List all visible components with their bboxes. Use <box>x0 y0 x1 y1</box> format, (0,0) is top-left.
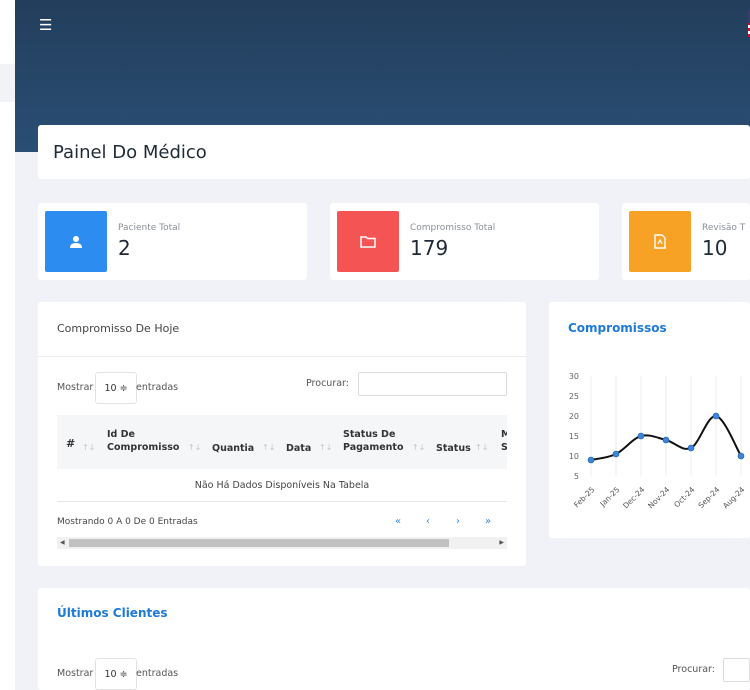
folder-icon <box>337 211 399 272</box>
data-point[interactable] <box>587 456 595 464</box>
data-point[interactable] <box>712 412 720 420</box>
sidebar <box>0 0 15 690</box>
stat-label: Revisão T <box>702 223 746 233</box>
data-point[interactable] <box>612 450 620 458</box>
page-title: Painel Do Médico <box>53 142 207 163</box>
y-tick-label: 30 <box>569 372 579 381</box>
divider <box>38 356 526 357</box>
col-header-status[interactable]: Status <box>436 443 471 454</box>
sort-icon[interactable]: ↑↓ <box>412 443 426 452</box>
line-chart: 5 10 15 20 25 30 Feb-25 Jan-25 Dec-24 Nov-24 Oct-2… <box>569 372 747 511</box>
todays-appointments-card: Compromisso De Hoje Mostrar 10 ≑ entrada… <box>38 302 526 566</box>
col-header-truncated[interactable]: M S <box>501 429 507 453</box>
prev-page-button[interactable]: ‹ <box>426 515 430 527</box>
chart-title: Compromissos <box>568 321 667 335</box>
y-tick-label: 15 <box>569 432 579 441</box>
y-tick-label: 25 <box>569 392 579 401</box>
hamburger-icon[interactable]: ☰ <box>39 16 53 34</box>
length-label-after: entradas <box>136 382 179 393</box>
scrollbar-thumb[interactable] <box>69 539 449 547</box>
length-label-before: Mostrar <box>57 668 94 679</box>
page-length-select[interactable]: 10 ≑ <box>95 658 137 690</box>
search-input[interactable] <box>358 372 507 396</box>
y-tick-label: 20 <box>569 412 579 421</box>
x-tick-label: Nov-24 <box>646 485 671 510</box>
data-point[interactable] <box>737 452 745 460</box>
page-title-card: Painel Do Médico <box>38 125 750 179</box>
data-point[interactable] <box>687 444 695 452</box>
latest-clients-card: Últimos Clientes Mostrar 10 ≑ entradas P… <box>38 588 750 690</box>
stat-label: Paciente Total <box>118 223 181 233</box>
stat-value: 179 <box>410 236 449 260</box>
sort-icon[interactable]: ↑↓ <box>262 443 276 452</box>
data-point[interactable] <box>662 436 670 444</box>
search-input[interactable] <box>723 658 750 682</box>
x-tick-label: Oct-24 <box>672 485 696 509</box>
card-title: Compromisso De Hoje <box>57 322 180 335</box>
next-page-button[interactable]: › <box>456 515 460 527</box>
page-length-value: 10 <box>104 382 117 394</box>
x-tick-label: Sep-24 <box>696 485 721 510</box>
x-tick-label: Jan-25 <box>598 485 622 509</box>
horizontal-scrollbar[interactable]: ◀ ▶ <box>57 537 507 549</box>
first-page-button[interactable]: « <box>394 515 402 527</box>
data-point[interactable] <box>637 432 645 440</box>
search-label: Procurar: <box>306 378 349 389</box>
col-header-date[interactable]: Data <box>286 443 312 454</box>
stat-value: 10 <box>702 236 728 260</box>
y-tick-label: 5 <box>574 472 579 481</box>
col-header-payment-status[interactable]: Status De Pagamento <box>343 429 404 453</box>
sort-icon[interactable]: ↑↓ <box>188 443 202 452</box>
pdf-file-icon <box>629 211 691 272</box>
table-header: # ↑↓ Id De Compromisso ↑↓ Quantia ↑↓ Dat… <box>57 415 507 469</box>
last-page-button[interactable]: » <box>484 515 492 527</box>
col-header-appointment-id[interactable]: Id De Compromisso <box>107 429 180 453</box>
stat-value: 2 <box>118 236 131 260</box>
sort-icon[interactable]: ↑↓ <box>475 443 489 452</box>
us-flag-icon[interactable] <box>748 10 750 37</box>
stat-label: Compromisso Total <box>410 223 496 233</box>
col-header-number[interactable]: # <box>66 437 76 450</box>
stat-card-patients: Paciente Total 2 <box>38 203 307 280</box>
length-label-before: Mostrar <box>57 382 94 393</box>
sidebar-active-item[interactable] <box>0 64 15 102</box>
scroll-right-arrow-icon[interactable]: ▶ <box>499 539 504 546</box>
x-tick-label: Feb-25 <box>572 485 597 510</box>
card-title: Últimos Clientes <box>57 606 168 620</box>
stat-card-reviews: Revisão T 10 <box>622 203 750 280</box>
x-tick-label: Dec-24 <box>621 485 646 510</box>
col-header-amount[interactable]: Quantia <box>212 443 255 454</box>
x-tick-label: Aug-24 <box>721 485 747 511</box>
empty-table-row: Não Há Dados Disponíveis Na Tabela <box>57 469 507 502</box>
stat-card-appointments: Compromisso Total 179 <box>330 203 599 280</box>
page-length-select[interactable]: 10 ≑ <box>95 372 137 404</box>
search-label: Procurar: <box>672 664 715 675</box>
sort-icon[interactable]: ↑↓ <box>319 443 333 452</box>
page-length-value: 10 <box>104 668 117 680</box>
user-icon <box>45 211 107 272</box>
scroll-left-arrow-icon[interactable]: ◀ <box>60 539 65 546</box>
appointments-chart-card: Compromissos 5 10 15 20 25 30 Feb-25 Jan-25 Dec-… <box>549 302 750 538</box>
y-tick-label: 10 <box>569 452 579 461</box>
length-label-after: entradas <box>136 668 179 679</box>
sort-icon[interactable]: ↑↓ <box>82 443 96 452</box>
table-info: Mostrando 0 A 0 De 0 Entradas <box>57 517 198 527</box>
